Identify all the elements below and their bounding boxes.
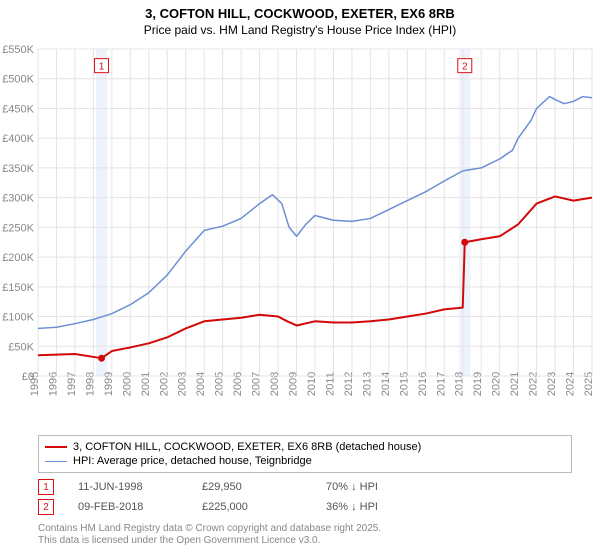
svg-text:2023: 2023	[546, 372, 558, 396]
svg-text:1997: 1997	[66, 372, 78, 396]
legend-item: 3, COFTON HILL, COCKWOOD, EXETER, EX6 8R…	[45, 440, 565, 454]
sale-delta: 36% ↓ HPI	[326, 501, 426, 513]
legend-label: HPI: Average price, detached house, Teig…	[73, 455, 312, 467]
sale-delta: 70% ↓ HPI	[326, 481, 426, 493]
sale-price: £225,000	[202, 501, 302, 513]
svg-text:2002: 2002	[158, 372, 170, 396]
svg-text:£300K: £300K	[2, 193, 34, 205]
svg-text:2006: 2006	[232, 372, 244, 396]
svg-text:2016: 2016	[417, 372, 429, 396]
sale-row: 1 11-JUN-1998 £29,950 70% ↓ HPI	[38, 477, 572, 497]
footer-line2: This data is licensed under the Open Gov…	[38, 535, 572, 547]
svg-text:£200K: £200K	[2, 252, 34, 264]
sale-date: 09-FEB-2018	[78, 501, 178, 513]
svg-text:2: 2	[462, 61, 468, 72]
svg-text:2008: 2008	[269, 372, 281, 396]
sale-marker-badge: 1	[38, 479, 54, 495]
svg-text:£350K: £350K	[2, 163, 34, 175]
svg-text:£500K: £500K	[2, 74, 34, 86]
legend-swatch	[45, 461, 67, 462]
sale-date: 11-JUN-1998	[78, 481, 178, 493]
svg-text:2014: 2014	[380, 372, 392, 396]
svg-text:2017: 2017	[435, 372, 447, 396]
sale-marker-badge: 2	[38, 499, 54, 515]
svg-text:2001: 2001	[140, 372, 152, 396]
svg-text:2020: 2020	[491, 372, 503, 396]
svg-text:2018: 2018	[454, 372, 466, 396]
svg-text:£100K: £100K	[2, 312, 34, 324]
svg-text:1996: 1996	[47, 372, 59, 396]
footer-attribution: Contains HM Land Registry data © Crown c…	[38, 523, 572, 547]
svg-text:1998: 1998	[84, 372, 96, 396]
svg-text:2021: 2021	[509, 372, 521, 396]
svg-text:2000: 2000	[121, 372, 133, 396]
svg-text:2024: 2024	[565, 372, 577, 396]
svg-text:2007: 2007	[251, 372, 263, 396]
legend-swatch	[45, 446, 67, 448]
svg-text:£150K: £150K	[2, 282, 34, 294]
svg-text:2003: 2003	[177, 372, 189, 396]
svg-text:2005: 2005	[214, 372, 226, 396]
svg-text:2019: 2019	[472, 372, 484, 396]
legend: 3, COFTON HILL, COCKWOOD, EXETER, EX6 8R…	[38, 435, 572, 473]
svg-text:2012: 2012	[343, 372, 355, 396]
svg-text:£50K: £50K	[8, 341, 34, 353]
svg-text:£550K: £550K	[2, 44, 34, 56]
svg-text:2022: 2022	[528, 372, 540, 396]
svg-text:£250K: £250K	[2, 222, 34, 234]
svg-text:2013: 2013	[361, 372, 373, 396]
legend-label: 3, COFTON HILL, COCKWOOD, EXETER, EX6 8R…	[73, 441, 421, 453]
chart-subtitle: Price paid vs. HM Land Registry's House …	[0, 23, 600, 41]
legend-item: HPI: Average price, detached house, Teig…	[45, 454, 565, 468]
chart-plot: £0£50K£100K£150K£200K£250K£300K£350K£400…	[0, 41, 600, 431]
svg-text:2015: 2015	[398, 372, 410, 396]
chart-container: 3, COFTON HILL, COCKWOOD, EXETER, EX6 8R…	[0, 0, 600, 547]
svg-text:2009: 2009	[288, 372, 300, 396]
chart-title: 3, COFTON HILL, COCKWOOD, EXETER, EX6 8R…	[0, 0, 600, 23]
svg-text:1999: 1999	[103, 372, 115, 396]
sale-price: £29,950	[202, 481, 302, 493]
svg-text:2025: 2025	[583, 372, 595, 396]
svg-text:1: 1	[99, 61, 105, 72]
svg-text:1995: 1995	[29, 372, 41, 396]
footer-line1: Contains HM Land Registry data © Crown c…	[38, 523, 572, 535]
svg-text:£400K: £400K	[2, 133, 34, 145]
sale-row: 2 09-FEB-2018 £225,000 36% ↓ HPI	[38, 497, 572, 517]
sales-table: 1 11-JUN-1998 £29,950 70% ↓ HPI 2 09-FEB-2018…	[38, 477, 572, 517]
svg-text:£450K: £450K	[2, 103, 34, 115]
svg-text:2004: 2004	[195, 372, 207, 396]
svg-text:2010: 2010	[306, 372, 318, 396]
